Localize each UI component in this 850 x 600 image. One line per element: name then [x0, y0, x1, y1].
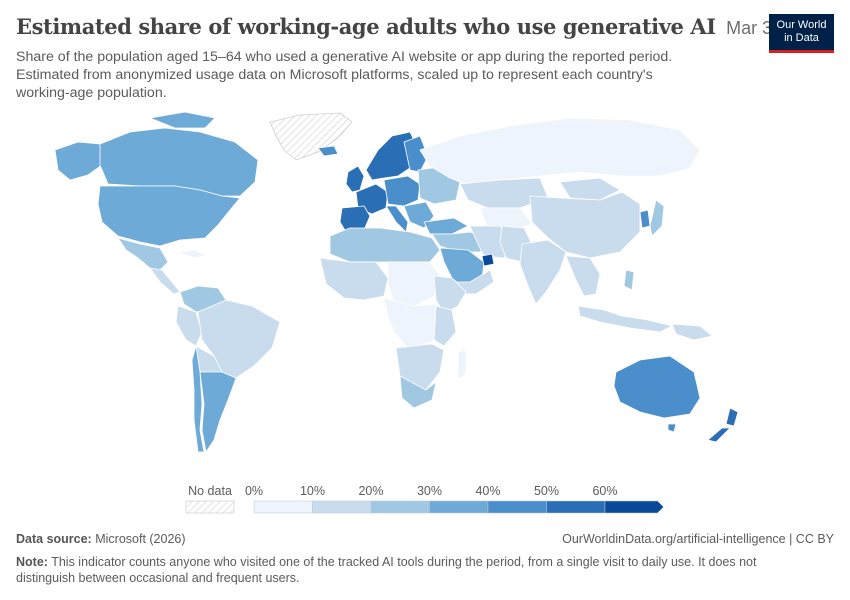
note-line-1: This indicator counts anyone who visited…	[51, 555, 757, 569]
legend-tick-label: 10%	[300, 484, 325, 498]
legend-bin[interactable]	[604, 500, 664, 514]
country-southeast-asia[interactable]	[565, 255, 601, 297]
chart-subtitle: Share of the population aged 15–64 who u…	[16, 48, 716, 102]
country-tasmania[interactable]	[667, 423, 677, 433]
country-turkey[interactable]	[423, 217, 469, 235]
country-east-africa[interactable]	[433, 305, 457, 347]
country-alaska[interactable]	[54, 141, 103, 181]
country-central-europe[interactable]	[383, 175, 421, 207]
subtitle-line: working-age population.	[16, 85, 167, 101]
note-line-2: distinguish between occasional and frequ…	[16, 571, 300, 585]
source-value[interactable]: Microsoft (2026)	[95, 532, 186, 546]
legend-bin[interactable]	[429, 500, 489, 514]
data-source: Data source: Microsoft (2026) OurWorldin…	[16, 532, 834, 546]
legend-tick-label: 0%	[245, 484, 263, 498]
country-australia[interactable]	[613, 355, 701, 419]
world-map[interactable]	[0, 105, 850, 475]
logo-line-1: Our World	[776, 19, 827, 31]
country-italy[interactable]	[385, 205, 409, 233]
country-usa[interactable]	[97, 185, 241, 247]
legend-tick-label: 20%	[358, 484, 383, 498]
country-north-africa[interactable]	[329, 227, 441, 263]
legend-bin[interactable]	[370, 500, 430, 514]
country-new-zealand-south[interactable]	[707, 427, 731, 443]
subtitle-line: Estimated from anonymized usage data on …	[16, 67, 653, 83]
country-china[interactable]	[529, 191, 641, 259]
country-canada[interactable]	[99, 127, 259, 197]
country-uae[interactable]	[481, 253, 495, 267]
country-russia[interactable]	[419, 117, 701, 187]
country-west-africa[interactable]	[319, 257, 389, 301]
legend-bin[interactable]	[312, 500, 372, 514]
source-url[interactable]: OurWorldinData.org/artificial-intelligen…	[562, 532, 834, 546]
logo-line-2: in Data	[784, 32, 819, 44]
country-cuba[interactable]	[177, 249, 207, 259]
country-finland[interactable]	[403, 135, 429, 173]
legend-tick-label: 60%	[592, 484, 617, 498]
country-south-africa[interactable]	[399, 375, 437, 409]
country-new-zealand-north[interactable]	[725, 407, 739, 427]
legend-tick-label: 40%	[475, 484, 500, 498]
source-label: Data source:	[16, 532, 92, 546]
note-label: Note:	[16, 555, 48, 569]
owid-logo[interactable]: Our World in Data	[769, 14, 834, 53]
legend-tick-label: 50%	[534, 484, 559, 498]
title-row: Estimated share of working-age adults wh…	[16, 14, 832, 39]
country-india[interactable]	[519, 239, 567, 305]
country-uk-ireland[interactable]	[345, 165, 365, 193]
country-horn-of-africa[interactable]	[433, 275, 467, 315]
country-central-africa[interactable]	[383, 297, 443, 349]
country-indonesia[interactable]	[577, 305, 673, 333]
country-mongolia[interactable]	[559, 177, 621, 201]
country-sahel-central[interactable]	[387, 261, 441, 307]
country-papua[interactable]	[671, 323, 713, 341]
country-argentina[interactable]	[199, 371, 237, 453]
country-brazil[interactable]	[197, 299, 281, 379]
country-philippines[interactable]	[623, 269, 635, 291]
country-korea[interactable]	[639, 209, 651, 229]
legend-bin[interactable]	[546, 500, 606, 514]
country-iceland[interactable]	[317, 145, 339, 157]
legend: No data 0% 10% 20% 30% 40% 50% 60%	[185, 484, 664, 514]
country-madagascar[interactable]	[457, 349, 467, 381]
country-greenland[interactable]	[269, 112, 353, 161]
country-canada-arctic[interactable]	[149, 111, 216, 129]
legend-no-data-label: No data	[188, 484, 232, 498]
legend-no-data-swatch	[185, 500, 235, 514]
country-chile[interactable]	[191, 345, 205, 453]
note: Note: This indicator counts anyone who v…	[16, 554, 834, 586]
subtitle-line: Share of the population aged 15–64 who u…	[16, 49, 673, 65]
legend-tick-label: 30%	[417, 484, 442, 498]
country-japan[interactable]	[649, 199, 665, 237]
legend-bin[interactable]	[487, 500, 547, 514]
chart-title: Estimated share of working-age adults wh…	[16, 14, 716, 39]
legend-bin[interactable]	[253, 500, 313, 514]
country-central-america[interactable]	[149, 267, 181, 295]
